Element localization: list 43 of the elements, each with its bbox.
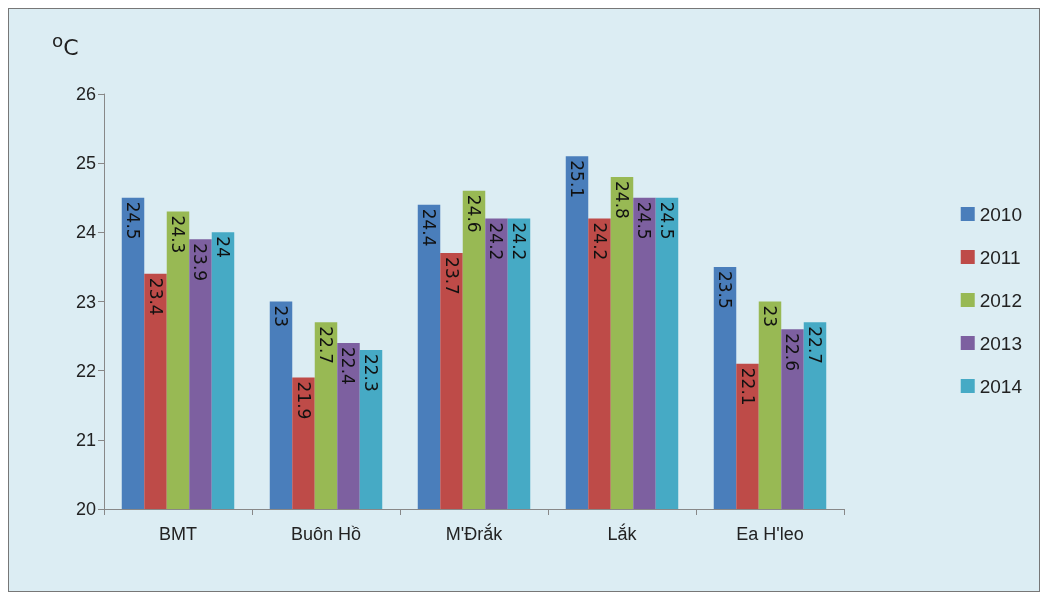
y-tick-label: 24 [75,222,96,243]
legend-label: 2011 [979,246,1021,268]
legend-label: 2010 [979,203,1023,225]
legend-label: 2013 [979,332,1023,354]
x-tick-label: Buôn Hồ [290,524,362,544]
data-label: 23 [271,305,292,328]
y-tick-label: 21 [75,429,96,450]
x-tick-label: Lắk [607,523,638,544]
y-tick-label: 22 [75,360,96,381]
data-label: 24 [212,236,233,258]
data-label: 24.6 [464,194,484,233]
data-label: 24.5 [123,201,144,240]
x-tick-label: M'Đrắk [445,523,504,544]
y-axis-title: $^{o}$C [52,30,79,61]
data-label: 22.3 [360,353,381,392]
data-label: 24.2 [486,222,507,261]
data-label: 24.2 [508,222,529,261]
x-tick-label: Ea H'leo [736,524,804,544]
data-label: 24.3 [168,215,188,254]
data-label: 22.7 [804,326,825,365]
y-tick-label: 25 [75,153,96,174]
data-label: 23.5 [715,270,736,309]
legend-label: 2012 [979,289,1023,311]
data-label: 25.1 [567,160,588,199]
data-label: 23 [760,305,780,328]
y-tick-label: 23 [75,291,96,312]
data-label: 24.8 [612,181,632,219]
data-label: 24.5 [656,201,677,240]
data-label: 24.2 [589,222,610,261]
data-label: 24.4 [419,208,440,247]
data-label: 22.7 [316,326,336,365]
data-label: 21.9 [293,381,314,420]
data-label: 22.6 [782,333,803,372]
y-tick-label: 20 [75,499,96,519]
data-label: 23.4 [145,277,166,316]
data-label: 24.5 [634,201,655,240]
data-label: 23.7 [441,257,462,295]
data-label: 22.1 [737,367,758,406]
y-tick-label: 26 [75,84,96,104]
data-label: 22.4 [338,347,359,385]
legend-label: 2014 [979,375,1023,397]
data-label: 23.9 [190,243,211,282]
x-tick-label: BMT [159,524,197,544]
